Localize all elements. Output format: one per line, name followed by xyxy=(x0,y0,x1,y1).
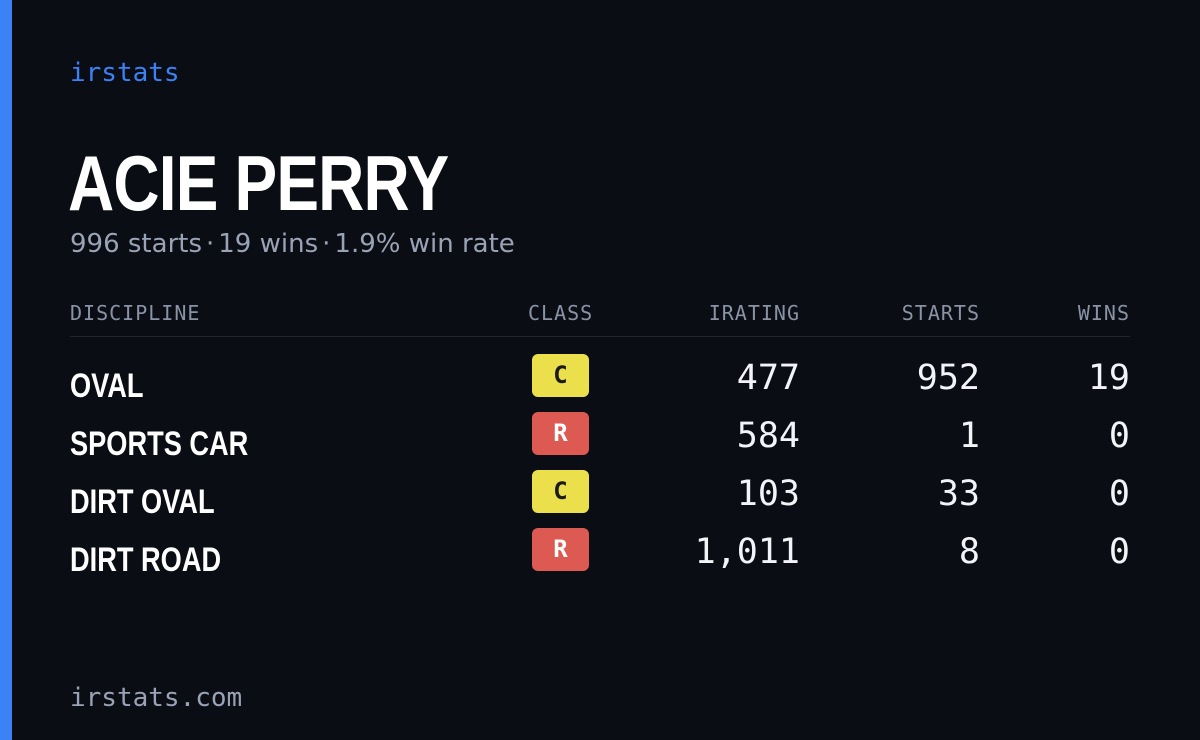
table-row: SPORTS CAR R 584 1 0 xyxy=(0,412,1200,470)
table-row: DIRT ROAD R 1,011 8 0 xyxy=(0,528,1200,586)
brand-logo: irstats xyxy=(70,58,180,88)
discipline-name: OVAL xyxy=(70,367,144,405)
table-row: OVAL C 477 952 19 xyxy=(0,354,1200,412)
discipline-name: SPORTS CAR xyxy=(70,425,249,463)
class-badge: R xyxy=(532,528,589,571)
summary-starts: 996 starts xyxy=(70,229,202,259)
irating-value: 1,011 xyxy=(694,532,800,572)
wins-value: 0 xyxy=(1108,532,1130,572)
footer-domain: irstats.com xyxy=(70,683,243,713)
irating-value: 477 xyxy=(736,358,800,398)
summary-wins: 19 wins xyxy=(218,229,319,259)
column-header-starts: STARTS xyxy=(901,301,980,325)
summary-separator: · xyxy=(206,229,215,259)
irating-value: 103 xyxy=(736,474,800,514)
starts-value: 33 xyxy=(937,474,980,514)
summary-separator: · xyxy=(322,229,331,259)
driver-name: ACIE PERRY xyxy=(68,139,449,227)
column-header-irating: IRATING xyxy=(708,301,800,325)
class-badge: C xyxy=(532,354,589,397)
class-badge: C xyxy=(532,470,589,513)
column-header-discipline: DISCIPLINE xyxy=(70,301,201,325)
discipline-name: DIRT ROAD xyxy=(70,541,222,579)
column-header-wins: WINS xyxy=(1077,301,1130,325)
summary-win-rate: 1.9% win rate xyxy=(334,229,515,259)
wins-value: 0 xyxy=(1108,416,1130,456)
starts-value: 1 xyxy=(958,416,980,456)
column-header-class: CLASS xyxy=(528,301,594,325)
starts-value: 952 xyxy=(916,358,980,398)
wins-value: 0 xyxy=(1108,474,1130,514)
irating-value: 584 xyxy=(736,416,800,456)
header-divider xyxy=(70,336,1130,337)
class-badge: R xyxy=(532,412,589,455)
table-row: DIRT OVAL C 103 33 0 xyxy=(0,470,1200,528)
starts-value: 8 xyxy=(958,532,980,572)
wins-value: 19 xyxy=(1087,358,1130,398)
discipline-name: DIRT OVAL xyxy=(70,483,215,521)
driver-summary: 996 starts · 19 wins · 1.9% win rate xyxy=(70,226,515,262)
accent-bar xyxy=(0,0,12,740)
